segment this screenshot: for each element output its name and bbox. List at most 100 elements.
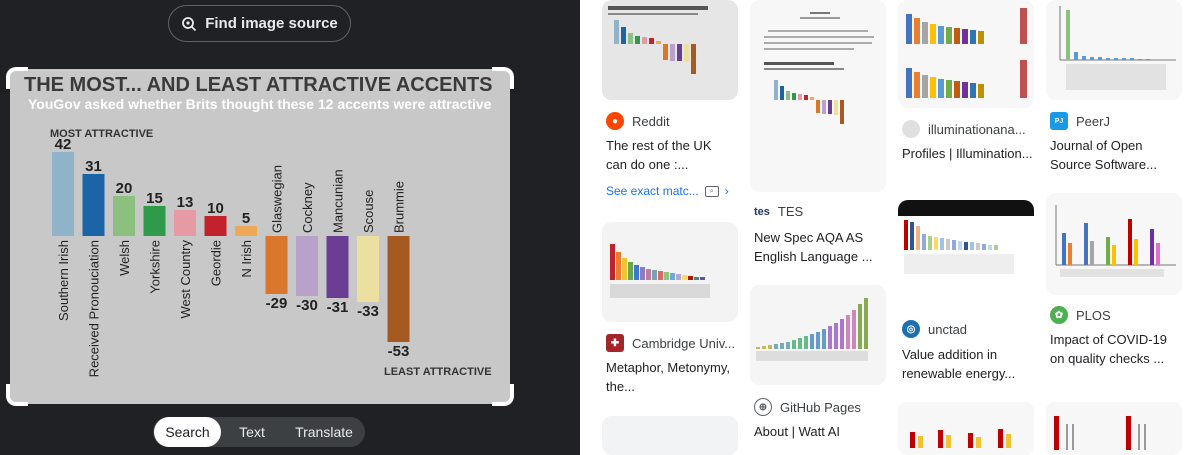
bar-n-irish (235, 226, 257, 236)
chart-thumbnail-icon (602, 222, 738, 322)
category-label: Cockney (300, 182, 315, 233)
bar-yorkshire (143, 206, 166, 236)
chart-thumbnail-icon (1046, 193, 1182, 295)
peerj-logo-icon: PJ (1050, 112, 1068, 130)
category-label: Glaswegian (270, 165, 285, 233)
source-name: PLOS (1076, 307, 1111, 323)
result-source-unctad[interactable]: ◎ unctad (902, 320, 967, 338)
result-thumbnail-reddit[interactable] (602, 0, 738, 100)
result-thumbnail-more-4[interactable] (1046, 402, 1182, 455)
result-title-cambridge[interactable]: Metaphor, Metonymy, the... (606, 360, 731, 394)
result-thumbnail-more-3[interactable] (898, 402, 1034, 455)
crop-handle-bottom-left[interactable] (6, 384, 28, 406)
value-label: 31 (85, 158, 102, 175)
chart-thumbnail-icon (750, 285, 886, 385)
result-source-peerj[interactable]: PJ PeerJ (1050, 112, 1110, 130)
result-thumbnail-cambridge[interactable] (602, 222, 738, 322)
site-icon (902, 120, 920, 138)
reddit-icon: ● (606, 112, 624, 130)
see-exact-matches-link[interactable]: See exact matc... ⌕ › (606, 184, 729, 198)
category-label: Brummie (392, 181, 407, 233)
result-title-illumination[interactable]: Profiles | Illumination... (902, 146, 1033, 161)
value-label: 10 (207, 200, 224, 217)
chart-thumbnail-icon (1046, 402, 1182, 455)
result-title-unctad[interactable]: Value addition in renewable energy... (902, 347, 1016, 381)
selected-image[interactable]: THE MOST... AND LEAST ATTRACTIVE ACCENTS… (10, 69, 510, 404)
result-thumbnail-plos[interactable] (1046, 193, 1182, 295)
category-label: Received Pronouciation (87, 240, 102, 377)
bar-received-pronouciation (82, 174, 105, 236)
value-label: -29 (266, 295, 288, 312)
find-image-source-label: Find image source (205, 15, 338, 32)
source-name: GitHub Pages (780, 399, 861, 415)
crop-handle-bottom-right[interactable] (492, 384, 514, 406)
bar-glaswegian (265, 236, 288, 294)
result-title-peerj[interactable]: Journal of Open Source Software... (1050, 138, 1157, 172)
tab-translate[interactable]: Translate (295, 424, 353, 440)
see-exact-label: See exact matc... (606, 184, 699, 198)
result-source-reddit[interactable]: ● Reddit (606, 112, 670, 130)
chart-thumbnail-icon (898, 0, 1034, 108)
result-source-github[interactable]: ⊕ GitHub Pages (754, 398, 861, 416)
least-attractive-label: LEAST ATTRACTIVE (384, 366, 492, 378)
category-label: West Country (178, 240, 193, 319)
document-thumbnail-icon (750, 0, 886, 192)
value-label: 42 (55, 136, 72, 153)
category-label: Welsh (117, 240, 132, 276)
chart-thumbnail-icon (898, 402, 1034, 455)
category-label: N Irish (239, 240, 254, 278)
chart-subtitle: YouGov asked whether Brits thought these… (28, 96, 492, 112)
result-source-cambridge[interactable]: ✚ Cambridge Univ... (606, 334, 735, 352)
value-label: -31 (327, 299, 349, 316)
result-title-tes[interactable]: New Spec AQA AS English Language ... (754, 230, 873, 264)
bar-scouse (357, 236, 379, 302)
crop-handle-top-left[interactable] (6, 67, 28, 89)
exact-match-icon: ⌕ (704, 185, 719, 197)
source-name: PeerJ (1076, 113, 1110, 129)
value-label: -53 (388, 343, 410, 360)
result-title-github[interactable]: About | Watt AI (754, 424, 840, 439)
chevron-right-icon: › (724, 184, 729, 198)
result-source-plos[interactable]: ✿ PLOS (1050, 306, 1111, 324)
value-label: 5 (242, 210, 250, 227)
tab-search[interactable]: Search (154, 417, 221, 447)
accents-chart: THE MOST... AND LEAST ATTRACTIVE ACCENTS… (24, 74, 493, 378)
result-source-tes[interactable]: tes TES (754, 204, 803, 219)
value-label: 20 (116, 180, 133, 197)
result-thumbnail-more[interactable] (602, 416, 738, 455)
result-source-illumination[interactable]: illuminationana... (902, 120, 1026, 138)
crop-handle-top-right[interactable] (492, 67, 514, 89)
chart-title: THE MOST... AND LEAST ATTRACTIVE ACCENTS (24, 74, 493, 96)
bar-cockney (296, 236, 318, 296)
chart-bars: 42 Southern Irish 31 Received Pronouciation… (52, 136, 410, 377)
source-name: unctad (928, 321, 968, 337)
tab-text[interactable]: Text (239, 424, 265, 440)
plos-logo-icon: ✿ (1050, 306, 1068, 324)
result-thumbnail-tes[interactable] (750, 0, 886, 192)
result-thumbnail-illumination[interactable] (898, 0, 1034, 108)
bar-geordie (204, 216, 227, 236)
bar-welsh (113, 196, 135, 236)
mode-tab-bar: Search Text Translate (153, 417, 365, 447)
source-name: illuminationana... (928, 121, 1026, 137)
crop-frame[interactable] (6, 67, 514, 406)
chart-thumbnail-icon (898, 200, 1034, 310)
result-thumbnail-unctad[interactable] (898, 200, 1034, 310)
category-label: Mancunian (331, 169, 346, 233)
image-panel: Find image source THE MOST... AND LEAST … (0, 0, 580, 455)
value-label: 13 (177, 194, 194, 211)
result-title-reddit[interactable]: The rest of the UK can do one :... (606, 138, 712, 172)
bar-mancunian (326, 236, 349, 298)
source-name: Cambridge Univ... (632, 335, 736, 351)
lens-search-icon (182, 16, 197, 31)
result-thumbnail-peerj[interactable] (1046, 0, 1182, 100)
value-label: 15 (146, 190, 163, 207)
result-thumbnail-github[interactable] (750, 285, 886, 385)
bar-southern-irish (52, 152, 74, 236)
category-label: Scouse (361, 190, 376, 233)
cambridge-shield-icon: ✚ (606, 334, 624, 352)
most-attractive-label: MOST ATTRACTIVE (50, 128, 153, 140)
result-title-plos[interactable]: Impact of COVID-19 on quality checks ... (1050, 332, 1168, 366)
find-image-source-button[interactable]: Find image source (168, 5, 351, 42)
